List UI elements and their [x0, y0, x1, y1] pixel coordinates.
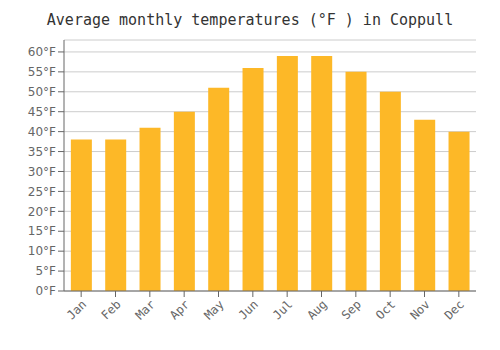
svg-text:60°F: 60°F	[28, 45, 56, 59]
svg-text:15°F: 15°F	[28, 224, 56, 238]
svg-text:May: May	[201, 297, 226, 322]
svg-text:20°F: 20°F	[28, 205, 56, 219]
svg-text:25°F: 25°F	[28, 185, 56, 199]
svg-text:Jun: Jun	[236, 297, 261, 322]
svg-text:Aug: Aug	[304, 297, 329, 322]
svg-text:Jan: Jan	[64, 297, 89, 322]
svg-text:45°F: 45°F	[28, 105, 56, 119]
svg-text:Nov: Nov	[407, 297, 432, 322]
svg-text:55°F: 55°F	[28, 65, 56, 79]
svg-text:Apr: Apr	[167, 297, 192, 322]
svg-text:5°F: 5°F	[35, 264, 56, 278]
svg-text:0°F: 0°F	[35, 284, 56, 298]
svg-text:Jul: Jul	[270, 297, 295, 322]
svg-text:35°F: 35°F	[28, 145, 56, 159]
html-text:Average monthly temperatures (: Average monthly temperatures (°F ) in Co…	[46, 11, 454, 29]
svg-text:Feb: Feb	[98, 297, 123, 322]
svg-text:Dec: Dec	[442, 297, 467, 322]
svg-text:50°F: 50°F	[28, 85, 56, 99]
svg-text:40°F: 40°F	[28, 125, 56, 139]
svg-text:Oct: Oct	[373, 297, 398, 322]
svg-text:Mar: Mar	[133, 297, 158, 322]
svg-text:30°F: 30°F	[28, 165, 56, 179]
svg-text:Sep: Sep	[339, 297, 364, 322]
svg-text:10°F: 10°F	[28, 244, 56, 258]
